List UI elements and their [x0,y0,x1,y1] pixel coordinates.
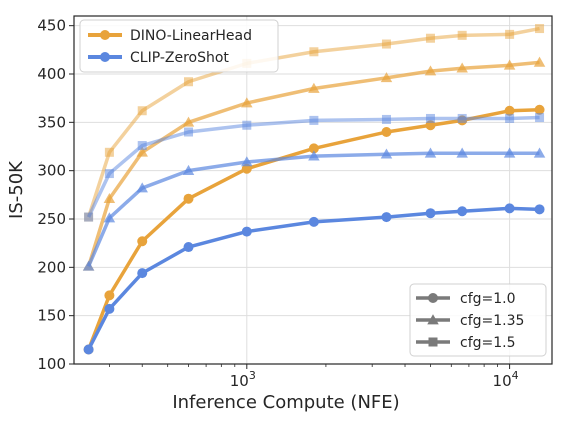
data-point [136,146,148,157]
data-point [534,104,545,115]
data-point [308,216,319,227]
data-point [184,77,194,87]
data-point [84,212,94,222]
data-point [242,120,252,130]
data-point [308,82,320,93]
plot-frame [73,15,553,365]
data-point [104,303,115,314]
y-axis-ticks: 100 150 200 250 300 350 400 450 [37,17,74,373]
series-layer [82,24,546,355]
legend-label: DINO-LinearHead [130,28,252,44]
data-point [137,236,148,247]
data-point [308,143,319,154]
data-point [533,147,546,158]
y-axis-label: IS-50K [6,160,27,219]
data-point [309,115,319,125]
y-tick-label: 400 [37,65,66,83]
legend-label: cfg=1.0 [460,291,516,307]
data-point [504,203,515,214]
data-point [241,156,253,167]
y-tick-label: 300 [37,162,66,180]
data-point [503,147,516,158]
series-line [86,60,540,267]
data-point [137,141,147,151]
data-point [182,116,195,127]
legend-label: cfg=1.5 [460,335,516,351]
legend-swatch-marker [100,52,110,62]
data-point [137,106,147,116]
legend-swatch-marker [100,30,110,40]
series-clip-zeroshot-cfg-1-5 [84,113,545,222]
data-point [505,113,515,123]
data-point [456,62,468,73]
data-point [425,113,435,123]
data-point [424,147,437,158]
method-legend-box [79,19,279,73]
data-point [182,164,195,175]
series-dino-linearhead-cfg-1-5 [84,24,545,222]
data-point [136,182,148,193]
data-point [83,344,94,355]
y-tick-label: 350 [37,113,66,131]
series-clip-zeroshot-cfg-1-35 [82,147,546,271]
series-dino-linearhead-cfg-1-35 [82,56,546,271]
data-point [380,148,393,159]
data-point [535,24,545,34]
x-axis-label: Inference Compute (NFE) [172,392,399,413]
legend-swatch-marker [428,337,438,347]
data-point [534,204,545,215]
data-point [380,72,393,83]
data-point [457,30,467,40]
legend-label: cfg=1.35 [460,313,524,329]
data-point [456,147,468,158]
data-point [103,192,116,204]
data-point [104,169,114,179]
data-point [457,113,467,123]
data-point [183,193,194,204]
data-point [381,212,392,223]
data-point [241,97,253,108]
data-point [457,206,468,217]
data-point [381,39,391,49]
data-point [381,114,391,124]
cfg-legend-box [409,283,547,357]
data-point [533,56,546,67]
legend-label: CLIP-ZeroShot [130,50,229,66]
data-point [535,113,545,122]
data-point [503,59,516,70]
y-tick-label: 150 [37,307,66,325]
data-point [424,65,437,76]
series-clip-zeroshot-cfg-1-0 [83,203,545,355]
data-point [137,268,148,279]
data-point [504,105,515,116]
data-point [425,33,435,43]
x-tick-label: 104 [493,369,519,390]
legend-swatch-marker [427,314,439,325]
data-point [184,127,194,137]
data-point [103,212,116,223]
data-point [82,260,95,271]
data-point [104,290,115,301]
series-line [87,115,540,218]
legend-swatch-marker [428,293,438,303]
data-point [104,147,114,157]
y-tick-label: 450 [37,17,66,35]
x-axis-ticks: 103 104 [108,364,519,390]
data-point [505,29,515,39]
cfg-legend: cfg=1.0 cfg=1.35 cfg=1.5 [409,283,547,357]
data-point [183,242,194,253]
x-tick-label: 103 [230,369,256,390]
data-point [309,47,319,57]
data-point [381,127,392,137]
data-point [308,150,320,161]
data-point [241,226,252,237]
y-tick-label: 250 [37,210,66,228]
method-legend: DINO-LinearHead CLIP-ZeroShot [79,19,279,73]
y-tick-label: 100 [37,355,66,373]
y-tick-label: 200 [37,258,66,276]
data-point [425,208,436,219]
